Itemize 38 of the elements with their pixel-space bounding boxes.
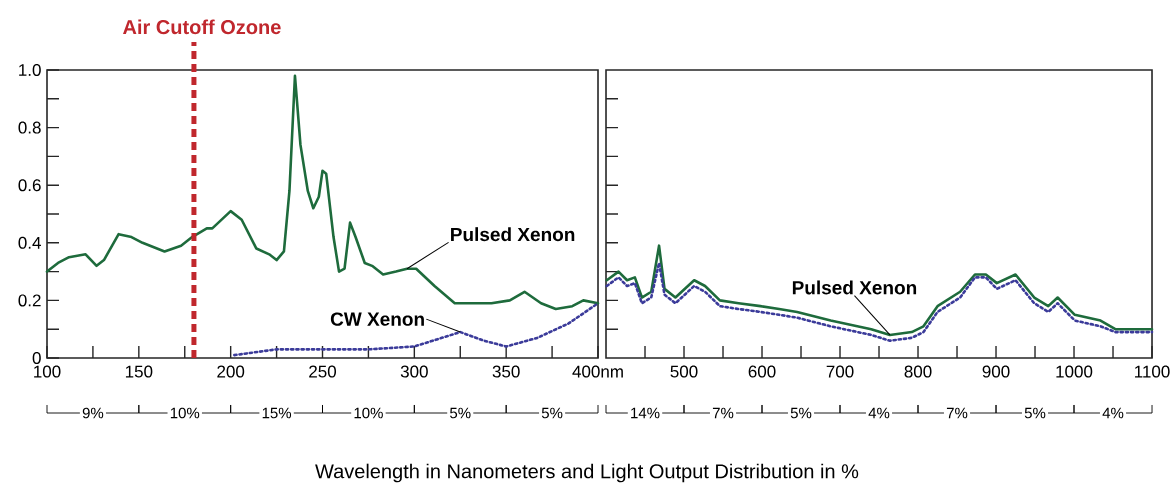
y-tick-label: 0.8 — [18, 121, 41, 134]
text: 10% — [170, 407, 200, 419]
y-tick-label: 1.0 — [19, 63, 41, 77]
x-tick-label: 100 — [34, 365, 61, 378]
text: 5% — [790, 407, 812, 419]
text: 5% — [450, 407, 471, 419]
text: 7% — [946, 407, 968, 419]
text: 4% — [1102, 407, 1124, 419]
y-tick-label: 0.2 — [18, 294, 41, 307]
x-tick-label: 150 — [125, 365, 153, 378]
x-tick-label: 1000 — [1056, 365, 1093, 378]
x-tick-label: 500 — [670, 365, 698, 378]
text: 14% — [631, 407, 660, 419]
x-tick-label: 350 — [492, 365, 520, 378]
text: 10% — [354, 407, 383, 419]
y-tick-label: 0 — [32, 351, 41, 365]
x-axis-title: Wavelength in Nanometers and Light Output Distribution in % — [315, 463, 859, 483]
x-tick-label: 800 — [904, 365, 932, 378]
x-tick-label: 700 — [826, 365, 854, 378]
series-label: CW Xenon — [330, 312, 424, 326]
series-label: Pulsed Xenon — [792, 280, 917, 295]
x-tick-label: 250 — [309, 365, 337, 378]
text: 5% — [541, 407, 563, 419]
y-tick-label: 0.4 — [18, 236, 41, 249]
text: 15% — [262, 407, 292, 419]
text: Pulsed Xenon — [451, 227, 575, 242]
y-tick-label: 0.6 — [18, 179, 41, 192]
x-tick-label: 600 — [748, 365, 776, 378]
x-tick-label: 300 — [400, 365, 428, 378]
text: 7% — [712, 407, 734, 419]
x-tick-label: 200 — [217, 365, 245, 378]
x-tick-label: 900 — [982, 365, 1010, 378]
x-tick-label: 1100 — [1135, 365, 1170, 378]
text: 5% — [1024, 407, 1046, 419]
ref-line-label: Air Cutoff Ozone — [123, 19, 281, 35]
text: 4% — [868, 407, 890, 419]
x-tick-label: 400nm — [572, 365, 623, 378]
text: 9% — [82, 407, 104, 419]
